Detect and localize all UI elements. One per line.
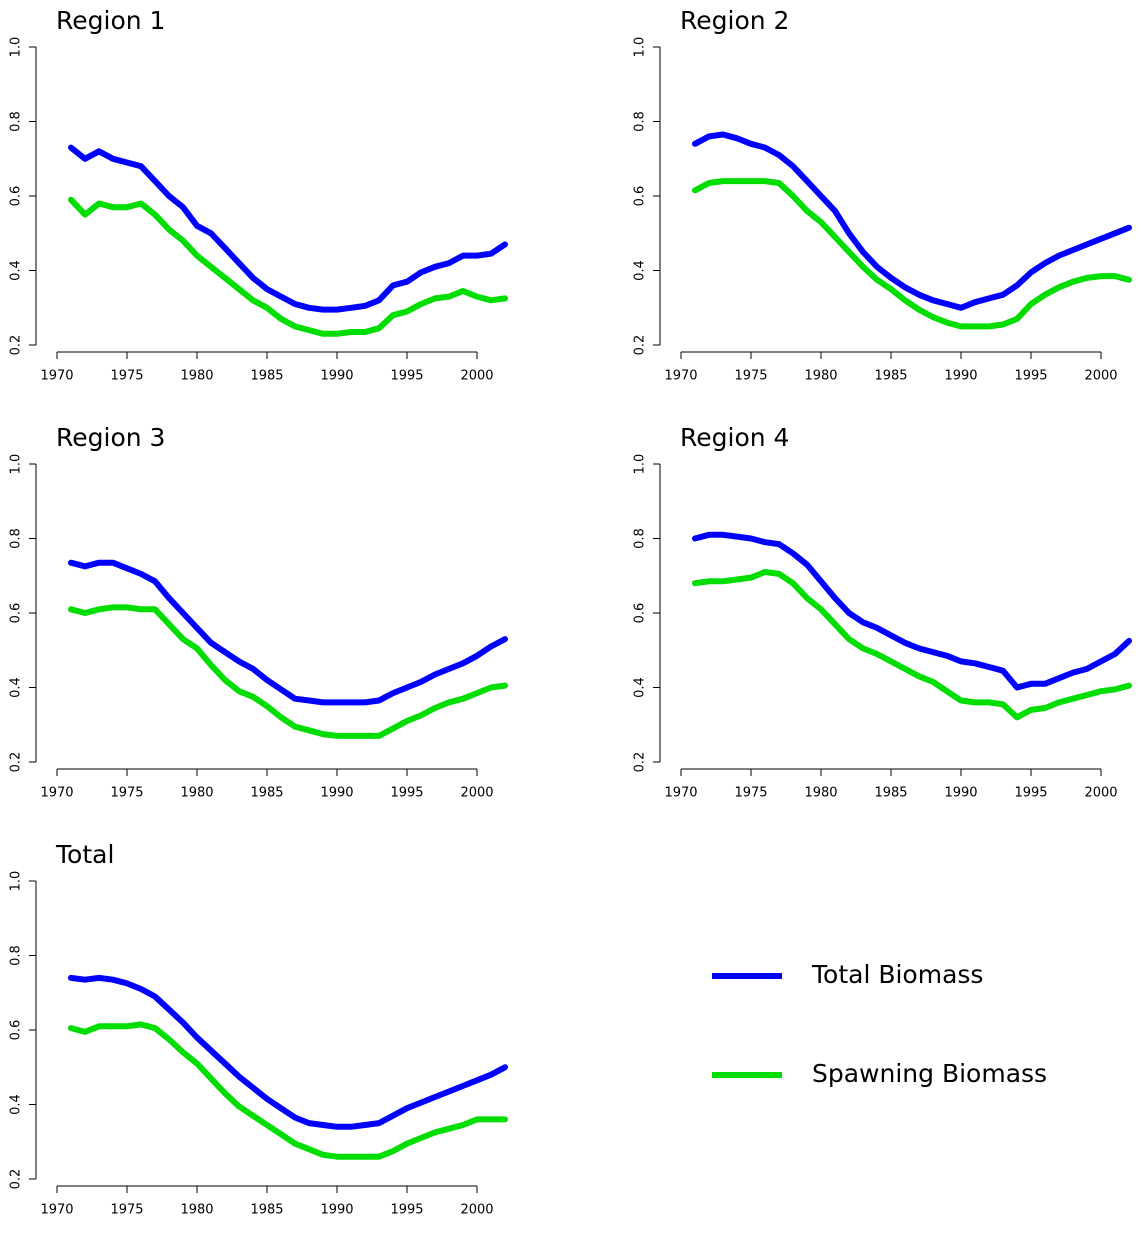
y-tick-label: 1.0 [9, 37, 24, 58]
x-tick-label: 1985 [250, 369, 283, 384]
series-line [68, 974, 508, 1130]
y-tick-label: 0.4 [9, 260, 24, 281]
x-tick-label: 1985 [250, 786, 283, 801]
series-line [692, 178, 1132, 330]
x-tick-label: 1970 [40, 786, 73, 801]
series-line [68, 144, 508, 313]
x-tick-label: 1995 [390, 369, 423, 384]
y-tick-label: 0.6 [9, 186, 24, 207]
y-tick-label: 0.2 [633, 335, 648, 356]
y-tick-label: 0.8 [9, 528, 24, 549]
x-tick-label: 1980 [180, 369, 213, 384]
y-tick-label: 0.8 [9, 945, 24, 966]
x-tick-label: 1975 [110, 369, 143, 384]
x-tick-label: 1985 [874, 786, 907, 801]
legend-label: Spawning Biomass [812, 1059, 1047, 1088]
x-tick-label: 1970 [40, 1203, 73, 1218]
y-tick-label: 0.2 [9, 335, 24, 356]
x-tick-label: 1975 [110, 786, 143, 801]
x-tick-label: 1990 [320, 369, 353, 384]
x-tick-label: 1970 [664, 786, 697, 801]
x-tick-label: 1990 [944, 369, 977, 384]
y-tick-label: 0.6 [633, 186, 648, 207]
y-tick-label: 0.8 [9, 111, 24, 132]
series-line [68, 1021, 508, 1160]
y-tick-label: 1.0 [633, 454, 648, 475]
y-tick-label: 0.2 [633, 752, 648, 773]
chart-title: Region 3 [56, 423, 165, 452]
x-tick-label: 1990 [944, 786, 977, 801]
x-tick-label: 2000 [460, 786, 493, 801]
y-tick-label: 0.2 [9, 752, 24, 773]
y-tick-label: 0.8 [633, 528, 648, 549]
x-tick-label: 2000 [460, 369, 493, 384]
x-tick-label: 1970 [40, 369, 73, 384]
x-tick-label: 2000 [1084, 369, 1117, 384]
series-line [692, 131, 1132, 311]
x-tick-label: 1980 [804, 369, 837, 384]
x-tick-label: 1980 [180, 786, 213, 801]
y-tick-label: 0.6 [9, 1020, 24, 1041]
x-tick-label: 1975 [110, 1203, 143, 1218]
y-tick-label: 0.4 [633, 260, 648, 281]
chart-title: Total [55, 840, 114, 869]
legend-label: Total Biomass [811, 960, 983, 989]
x-tick-label: 1980 [180, 1203, 213, 1218]
x-tick-label: 1995 [390, 1203, 423, 1218]
chart-title: Region 2 [680, 6, 789, 35]
y-tick-label: 0.2 [9, 1169, 24, 1190]
y-tick-label: 0.4 [9, 1094, 24, 1115]
y-tick-label: 1.0 [633, 37, 648, 58]
x-tick-label: 1990 [320, 786, 353, 801]
x-tick-label: 1970 [664, 369, 697, 384]
x-tick-label: 1985 [250, 1203, 283, 1218]
x-tick-label: 1990 [320, 1203, 353, 1218]
chart-title: Region 4 [680, 423, 789, 452]
y-tick-label: 0.6 [9, 603, 24, 624]
series-line [68, 559, 508, 706]
y-tick-label: 0.4 [9, 677, 24, 698]
x-tick-label: 2000 [460, 1203, 493, 1218]
x-tick-label: 1995 [1014, 369, 1047, 384]
x-tick-label: 1985 [874, 369, 907, 384]
y-tick-label: 1.0 [9, 454, 24, 475]
x-tick-label: 1975 [734, 369, 767, 384]
x-tick-label: 1980 [804, 786, 837, 801]
y-tick-label: 0.8 [633, 111, 648, 132]
series-line [68, 604, 508, 739]
x-tick-label: 1975 [734, 786, 767, 801]
series-line [692, 569, 1132, 721]
x-tick-label: 1995 [1014, 786, 1047, 801]
y-tick-label: 1.0 [9, 871, 24, 892]
chart-title: Region 1 [56, 6, 165, 35]
y-tick-label: 0.6 [633, 603, 648, 624]
x-tick-label: 2000 [1084, 786, 1117, 801]
series-line [692, 531, 1132, 691]
series-line [68, 196, 508, 337]
x-tick-label: 1995 [390, 786, 423, 801]
y-tick-label: 0.4 [633, 677, 648, 698]
